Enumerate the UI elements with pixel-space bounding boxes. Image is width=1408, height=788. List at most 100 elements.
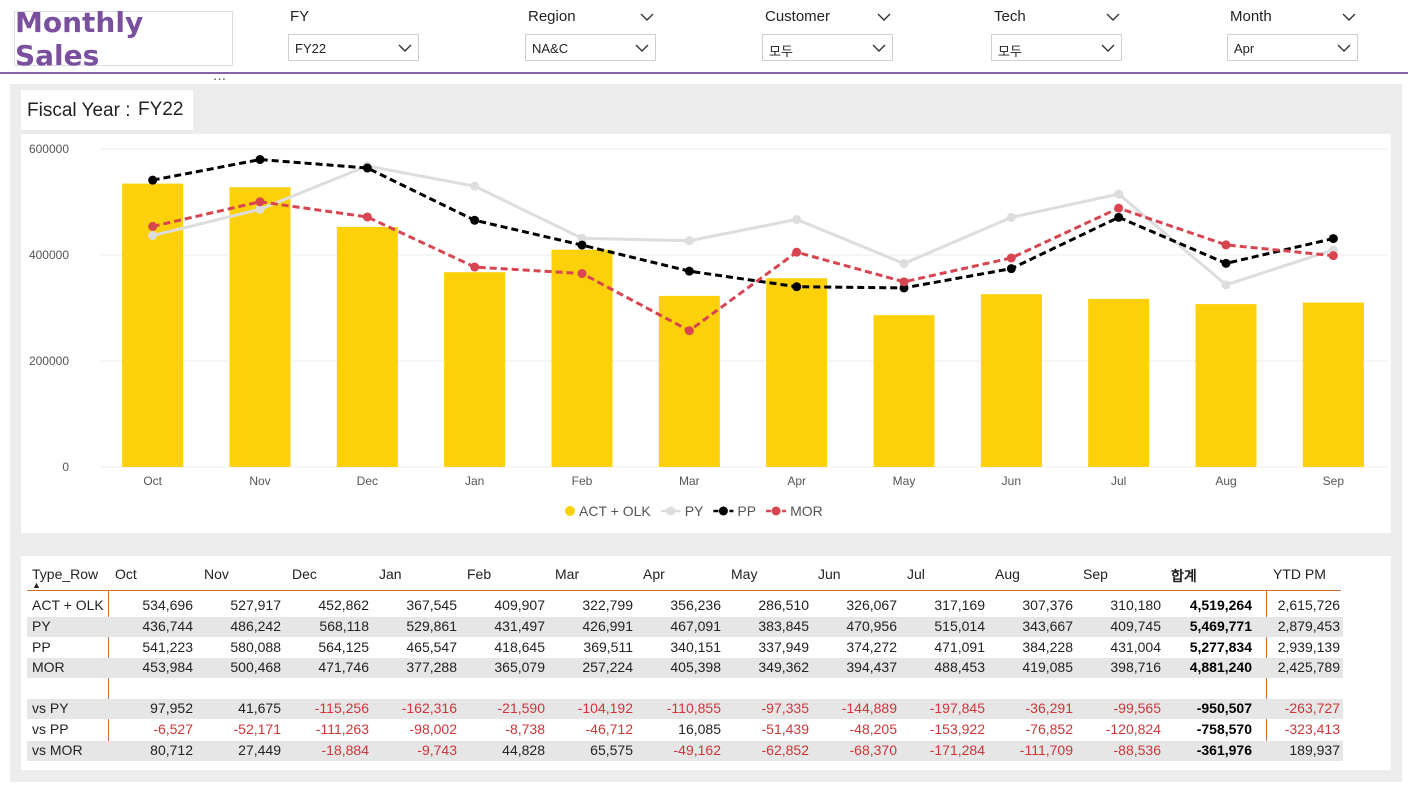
monthly-sales-chart[interactable]: 600000 400000 200000 0 Oct Nov Dec Jan Feb Mar Apr… xyxy=(21,134,1391,533)
x-tick-label: Dec xyxy=(357,474,378,488)
table-cell: 377,288 xyxy=(406,659,457,675)
slicer-month-dropdown[interactable]: Apr xyxy=(1227,34,1358,61)
point-pp xyxy=(1006,264,1016,274)
legend-label: ACT + OLK xyxy=(579,503,651,519)
table-cell: 436,744 xyxy=(142,618,193,634)
table-row-label: ACT + OLK xyxy=(32,597,104,613)
table-cell: -153,922 xyxy=(929,721,985,737)
table-header-month: Aug xyxy=(995,566,1020,582)
table-cell-ytd: 189,937 xyxy=(1289,742,1340,758)
point-py xyxy=(684,236,694,246)
table-cell-ytd: 2,939,139 xyxy=(1277,639,1340,655)
table-row-shade xyxy=(27,658,1343,678)
x-tick-label: Feb xyxy=(572,474,593,488)
series-line-pp xyxy=(152,158,1334,290)
bar-aug xyxy=(1195,304,1257,467)
legend-marker xyxy=(718,506,728,516)
table-cell: 409,907 xyxy=(494,597,545,613)
legend-label: PP xyxy=(737,503,756,519)
chevron-down-icon[interactable] xyxy=(1342,10,1356,24)
table-header-month: Dec xyxy=(292,566,317,582)
table-cell: -68,370 xyxy=(849,742,897,758)
table-cell: -36,291 xyxy=(1025,700,1073,716)
table-cell-total: 4,519,264 xyxy=(1189,597,1252,613)
x-tick-label: Aug xyxy=(1215,474,1236,488)
slicer-region-dropdown[interactable]: NA&C xyxy=(525,34,656,61)
bar-feb xyxy=(551,249,613,467)
point-mor xyxy=(362,212,372,222)
table-cell: -110,855 xyxy=(666,700,721,716)
table-cell: -49,162 xyxy=(673,742,721,758)
chevron-down-icon[interactable] xyxy=(1106,10,1120,24)
table-cell: -162,316 xyxy=(401,700,457,716)
point-mor xyxy=(1221,240,1231,250)
table-cell: 527,917 xyxy=(230,597,281,613)
point-pp xyxy=(684,266,694,276)
table-cell: -52,171 xyxy=(233,721,281,737)
legend-marker xyxy=(666,506,676,516)
table-cell: -111,263 xyxy=(315,721,369,737)
point-mor xyxy=(899,277,909,287)
table-cell: -51,439 xyxy=(761,721,809,737)
table-cell: -99,565 xyxy=(1113,700,1161,716)
chevron-down-icon xyxy=(1337,44,1351,52)
point-py xyxy=(792,214,802,224)
chevron-down-icon xyxy=(635,44,649,52)
slicer-customer-label: Customer xyxy=(765,8,831,25)
slicer-customer-dropdown[interactable]: 모두 xyxy=(762,34,893,61)
table-cell: 340,151 xyxy=(670,639,721,655)
sort-ascending-icon: ▲ xyxy=(32,580,41,590)
legend-label: MOR xyxy=(790,503,823,519)
table-cell: -104,192 xyxy=(577,700,633,716)
chevron-down-icon[interactable] xyxy=(877,10,891,24)
table-cell: 452,862 xyxy=(318,597,369,613)
point-mor xyxy=(255,197,265,207)
table-cell: -62,852 xyxy=(761,742,809,758)
point-pp xyxy=(255,155,265,165)
slicer-region-value: NA&C xyxy=(532,41,569,56)
table-cell: 27,449 xyxy=(238,742,281,758)
table-header-ytd: YTD PM xyxy=(1273,566,1326,582)
table-cell: -171,284 xyxy=(929,742,985,758)
table-cell: 486,242 xyxy=(230,618,281,634)
slicer-customer: Customer 모두 xyxy=(761,6,901,66)
slicer-customer-value: 모두 xyxy=(769,44,793,59)
chevron-down-icon[interactable] xyxy=(640,10,654,24)
point-mor xyxy=(1328,251,1338,261)
slicer-region-label: Region xyxy=(528,8,576,25)
table-cell: -98,002 xyxy=(409,721,457,737)
table-cell: 322,799 xyxy=(582,597,633,613)
x-tick-label: Apr xyxy=(787,474,806,488)
table-cell: -144,889 xyxy=(841,700,897,716)
table-cell: -197,845 xyxy=(929,700,985,716)
bar-jun xyxy=(980,294,1042,467)
table-cell: 317,169 xyxy=(934,597,985,613)
chevron-down-icon xyxy=(1101,44,1115,52)
point-pp xyxy=(148,175,158,185)
point-mor xyxy=(148,221,158,231)
table-cell: 337,949 xyxy=(758,639,809,655)
table-cell: 80,712 xyxy=(150,742,193,758)
table-header-type-row: Type_Row xyxy=(32,566,99,582)
point-pp xyxy=(1221,258,1231,268)
table-cell: 356,236 xyxy=(670,597,721,613)
x-tick-label: Mar xyxy=(679,474,700,488)
point-py xyxy=(1006,212,1016,222)
table-cell: 383,845 xyxy=(758,618,809,634)
table-cell-total: -361,976 xyxy=(1196,742,1252,758)
table-cell: 343,667 xyxy=(1022,618,1073,634)
table-row-label: vs MOR xyxy=(32,742,83,758)
legend-label: PY xyxy=(685,503,704,519)
table-row-label: PP xyxy=(32,639,51,655)
slicer-tech-label: Tech xyxy=(994,8,1026,25)
table-cell: 326,067 xyxy=(846,597,897,613)
point-pp xyxy=(362,163,372,173)
slicer-tech-dropdown[interactable]: 모두 xyxy=(991,34,1122,61)
table-header-month: Jun xyxy=(818,566,841,582)
table-cell: 398,716 xyxy=(1110,659,1161,675)
slicer-fy-dropdown[interactable]: FY22 xyxy=(288,34,419,61)
point-mor xyxy=(1114,203,1124,213)
table-cell: -76,852 xyxy=(1025,721,1073,737)
slicer-month-label: Month xyxy=(1230,8,1272,25)
table-cell: -111,709 xyxy=(1019,742,1073,758)
